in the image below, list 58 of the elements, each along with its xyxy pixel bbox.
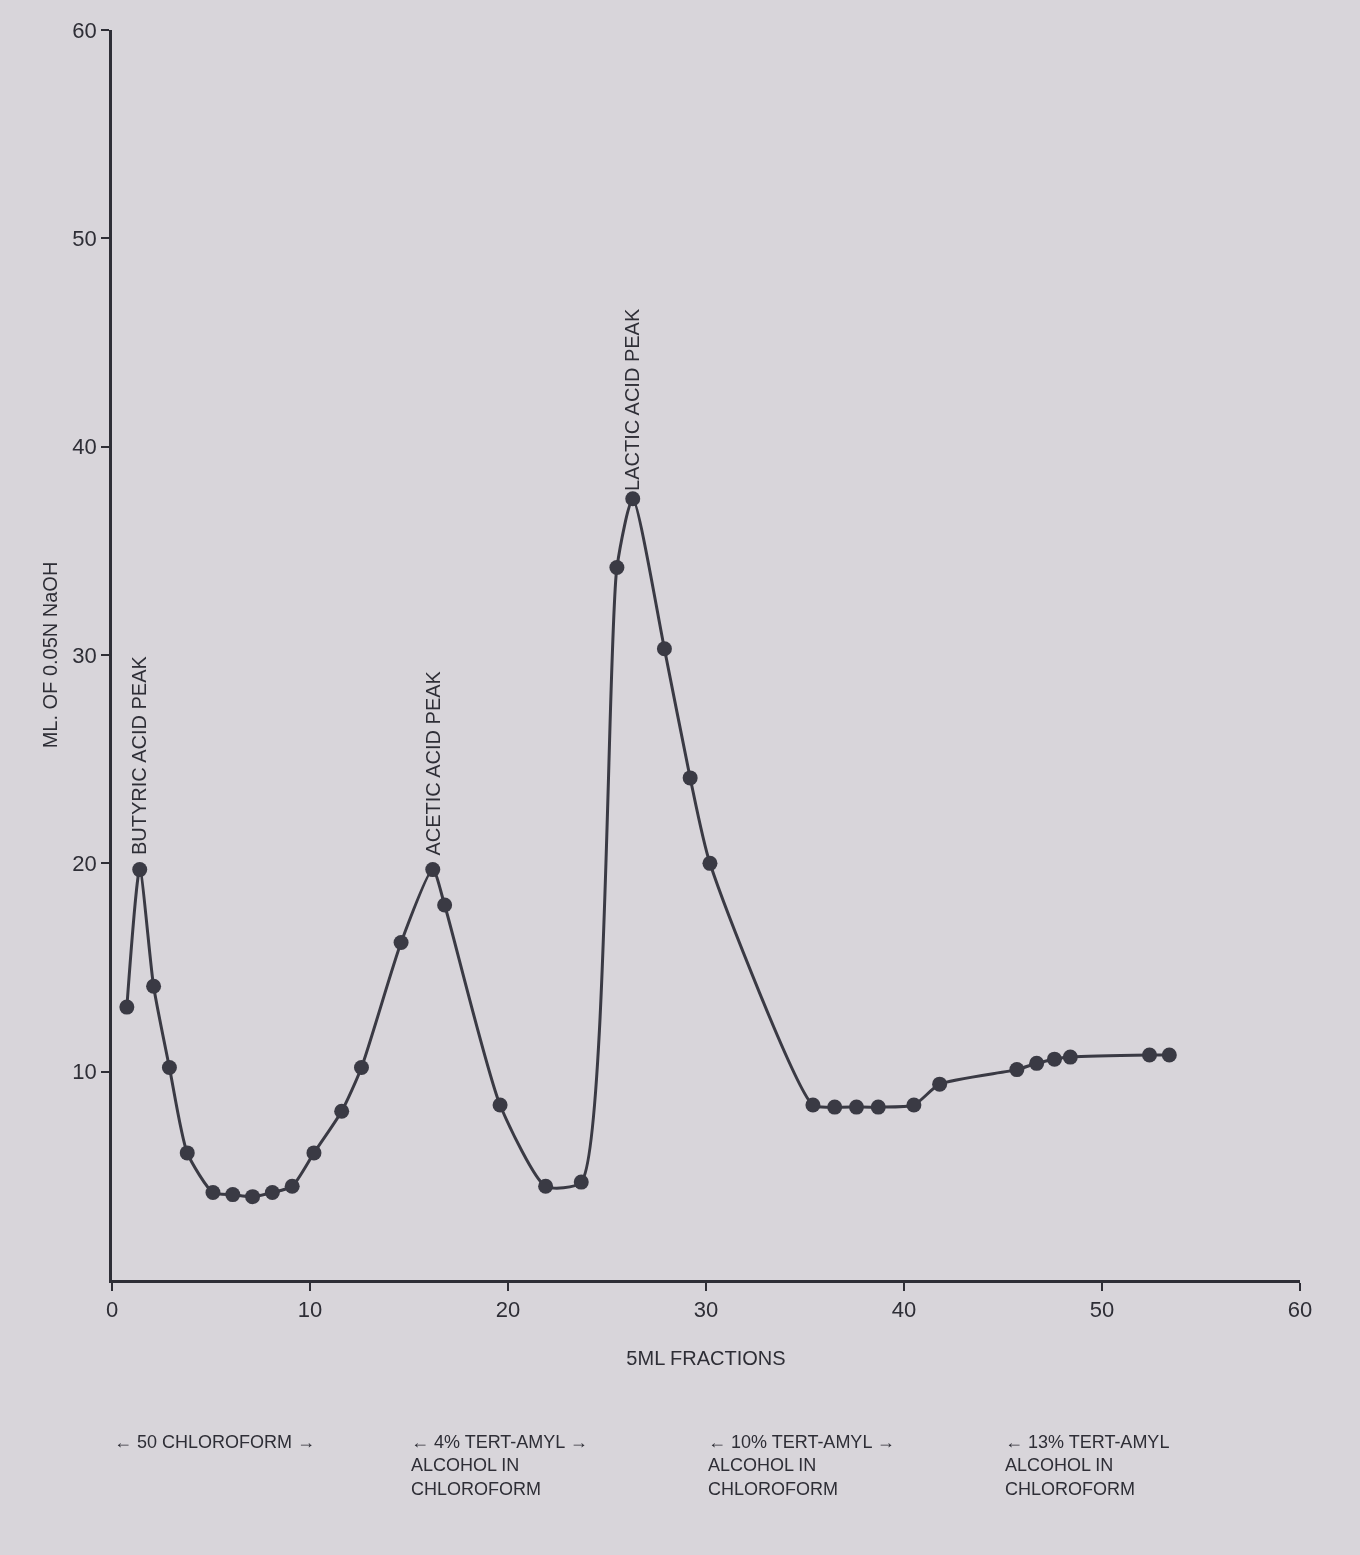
point [306, 1145, 322, 1161]
x-tick-label: 50 [1089, 1297, 1115, 1323]
y-tick-label: 20 [72, 851, 97, 877]
point [492, 1097, 508, 1113]
y-tick-label: 10 [72, 1059, 97, 1085]
point [1046, 1051, 1062, 1067]
x-tick-label: 0 [105, 1297, 119, 1323]
point [353, 1060, 369, 1075]
point [1062, 1049, 1078, 1065]
x-tick-label: 40 [891, 1297, 917, 1323]
point [437, 897, 453, 913]
point [225, 1187, 241, 1203]
y-tick-label: 60 [72, 17, 97, 43]
y-tick-label: 30 [72, 642, 97, 668]
x-axis-title: 5ML FRACTIONS [626, 1346, 786, 1369]
annotation: ACETIC ACID PEAK [421, 670, 444, 856]
point [119, 999, 135, 1015]
point [805, 1097, 821, 1113]
point [702, 855, 718, 871]
x-tick-label: 30 [693, 1297, 719, 1323]
point [656, 641, 672, 657]
y-axis-title: ML. OF 0.05N NaOH [38, 561, 61, 749]
point [932, 1076, 948, 1092]
point [1029, 1055, 1045, 1071]
point [264, 1185, 280, 1200]
annotation: BUTYRIC ACID PEAK [128, 655, 151, 856]
point [827, 1099, 843, 1115]
point [1161, 1047, 1177, 1063]
x-tick-label: 60 [1287, 1297, 1313, 1323]
x-tick-label: 10 [297, 1297, 323, 1323]
text: ← 13% TERT-AMYL ALCOHOL IN CHLOROFORM [1005, 1432, 1170, 1499]
y-tick-label: 40 [72, 434, 97, 460]
point [625, 491, 641, 507]
text: ← 4% TERT-AMYL → ALCOHOL IN CHLOROFORM [411, 1432, 588, 1499]
point [393, 935, 409, 950]
point [205, 1185, 221, 1200]
point [682, 770, 698, 786]
point [870, 1099, 886, 1115]
point [334, 1103, 350, 1119]
point [1009, 1062, 1025, 1078]
point [609, 560, 625, 575]
point [573, 1174, 589, 1190]
annotation: LACTIC ACID PEAK [621, 308, 644, 491]
text: ← 50 CHLOROFORM → [114, 1432, 316, 1452]
point [245, 1189, 261, 1205]
point [284, 1178, 300, 1194]
point [146, 978, 162, 994]
point [425, 862, 441, 878]
point [848, 1099, 864, 1115]
point [538, 1178, 554, 1194]
point [906, 1097, 922, 1113]
text: ← 10% TERT-AMYL → ALCOHOL IN CHLOROFORM [708, 1432, 895, 1499]
y-tick-label: 50 [72, 226, 97, 252]
point [132, 862, 148, 878]
x-tick-label: 20 [495, 1297, 521, 1323]
point [161, 1060, 177, 1075]
point [179, 1145, 195, 1161]
point [1142, 1047, 1158, 1063]
